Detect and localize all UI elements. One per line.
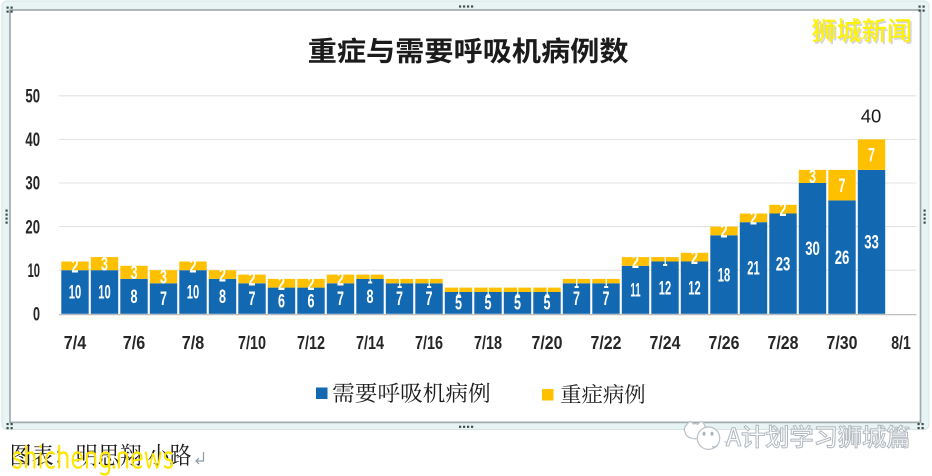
- svg-text:0: 0: [33, 305, 40, 326]
- svg-text:40: 40: [861, 106, 882, 127]
- svg-text:7/24: 7/24: [650, 332, 682, 353]
- svg-text:12: 12: [688, 278, 700, 299]
- svg-text:10: 10: [28, 261, 40, 282]
- svg-text:2: 2: [278, 274, 285, 295]
- svg-text:7/22: 7/22: [591, 332, 622, 353]
- svg-text:7: 7: [573, 289, 580, 310]
- svg-text:1: 1: [515, 281, 520, 302]
- svg-text:11: 11: [630, 281, 640, 302]
- svg-text:10: 10: [69, 283, 81, 304]
- svg-text:6: 6: [278, 291, 285, 312]
- svg-text:5: 5: [455, 294, 462, 315]
- svg-text:2: 2: [780, 200, 787, 221]
- svg-text:7/18: 7/18: [474, 332, 502, 353]
- svg-text:1: 1: [545, 281, 550, 302]
- svg-text:2: 2: [632, 252, 639, 273]
- svg-text:1: 1: [604, 272, 609, 293]
- svg-text:7/28: 7/28: [768, 332, 799, 353]
- svg-text:7: 7: [337, 289, 344, 310]
- svg-text:7/16: 7/16: [415, 332, 443, 353]
- svg-text:30: 30: [805, 239, 820, 260]
- svg-text:7/6: 7/6: [123, 332, 145, 353]
- svg-text:7: 7: [396, 289, 403, 310]
- svg-text:2: 2: [721, 222, 728, 243]
- svg-text:10: 10: [187, 283, 199, 304]
- svg-text:1: 1: [368, 267, 373, 288]
- svg-text:10: 10: [98, 283, 110, 304]
- svg-text:23: 23: [776, 254, 791, 275]
- svg-text:7: 7: [426, 289, 433, 310]
- svg-text:2: 2: [249, 270, 256, 291]
- svg-text:2: 2: [72, 257, 79, 278]
- svg-text:2: 2: [691, 248, 698, 269]
- svg-text:1: 1: [663, 250, 668, 271]
- svg-text:7/12: 7/12: [297, 332, 325, 353]
- svg-text:1: 1: [574, 272, 579, 293]
- svg-text:3: 3: [809, 167, 816, 188]
- svg-text:1: 1: [427, 272, 432, 293]
- svg-text:12: 12: [659, 278, 671, 299]
- svg-text:7/14: 7/14: [356, 332, 385, 353]
- svg-text:30: 30: [25, 174, 40, 195]
- svg-text:7: 7: [160, 289, 167, 310]
- svg-text:1: 1: [486, 281, 491, 302]
- svg-text:2: 2: [337, 270, 344, 291]
- svg-text:3: 3: [160, 267, 167, 288]
- svg-text:26: 26: [835, 248, 850, 269]
- svg-text:7/26: 7/26: [709, 332, 740, 353]
- svg-text:1: 1: [456, 281, 461, 302]
- svg-text:7: 7: [603, 289, 610, 310]
- svg-text:50: 50: [25, 87, 40, 108]
- svg-text:21: 21: [747, 259, 760, 280]
- svg-text:8: 8: [367, 287, 374, 308]
- svg-text:2: 2: [308, 274, 315, 295]
- svg-text:7/10: 7/10: [238, 332, 266, 353]
- svg-text:5: 5: [514, 294, 521, 315]
- svg-text:3: 3: [131, 263, 138, 284]
- svg-text:2: 2: [190, 257, 197, 278]
- svg-text:2: 2: [750, 209, 757, 230]
- svg-text:18: 18: [718, 265, 730, 286]
- svg-text:5: 5: [485, 294, 492, 315]
- svg-text:7/20: 7/20: [532, 332, 563, 353]
- svg-text:7/30: 7/30: [827, 332, 858, 353]
- svg-text:40: 40: [25, 130, 40, 151]
- svg-text:8/1: 8/1: [891, 332, 911, 353]
- svg-text:8: 8: [131, 287, 138, 308]
- svg-text:33: 33: [864, 233, 879, 254]
- svg-text:8: 8: [219, 287, 226, 308]
- svg-text:5: 5: [544, 294, 551, 315]
- svg-text:7: 7: [839, 176, 846, 197]
- svg-text:7: 7: [249, 289, 256, 310]
- svg-text:7: 7: [868, 145, 875, 166]
- svg-text:20: 20: [25, 217, 40, 238]
- svg-text:7/8: 7/8: [182, 332, 204, 353]
- svg-text:6: 6: [308, 291, 315, 312]
- svg-text:7/4: 7/4: [64, 332, 87, 353]
- svg-text:1: 1: [397, 272, 402, 293]
- svg-text:3: 3: [101, 254, 108, 275]
- svg-text:2: 2: [219, 265, 226, 286]
